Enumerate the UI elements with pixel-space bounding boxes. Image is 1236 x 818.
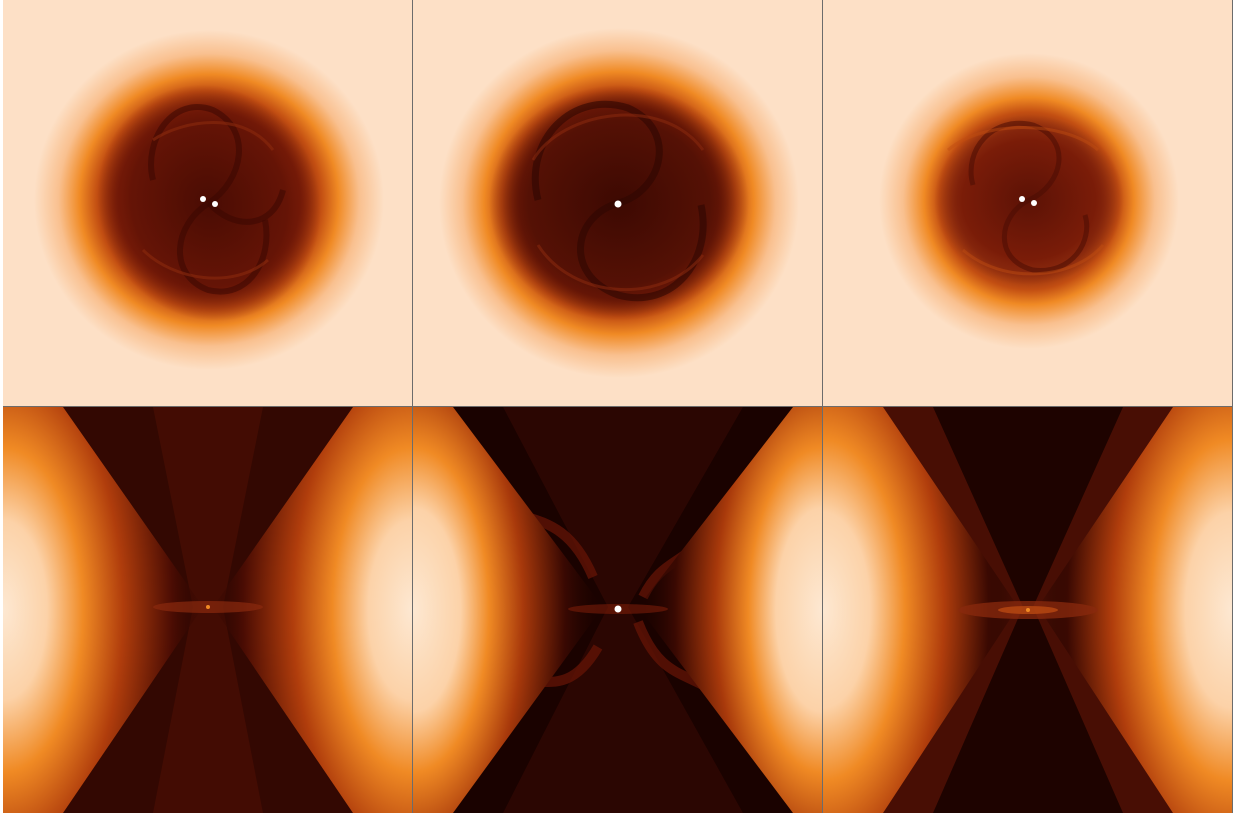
spiral-arms	[148, 104, 286, 295]
right-lobe	[638, 407, 822, 813]
left-lobe	[413, 407, 603, 813]
left-lobe	[823, 407, 1018, 813]
star-marker	[1019, 196, 1025, 202]
panel-edge-on-3	[823, 407, 1232, 813]
left-lobe	[3, 407, 203, 813]
panel-edge-on-2	[413, 407, 822, 813]
spiral-arms	[968, 120, 1090, 273]
face-on-3-image	[823, 0, 1232, 406]
face-on-2-image	[413, 0, 822, 406]
face-on-1-image	[3, 0, 412, 406]
star-marker	[614, 605, 622, 613]
frame-bottom	[0, 813, 1236, 818]
panel-face-on-1	[3, 0, 412, 406]
star-marker	[212, 201, 218, 207]
right-lobe	[1038, 407, 1232, 813]
edge-on-2-image	[413, 407, 822, 813]
frame-right	[1233, 0, 1236, 818]
star-marker	[614, 200, 622, 208]
panel-face-on-3	[823, 0, 1232, 406]
right-lobe	[213, 407, 412, 813]
frame-left	[0, 0, 3, 818]
panel-face-on-2	[413, 0, 822, 406]
edge-on-3-image	[823, 407, 1232, 813]
star-marker	[200, 196, 206, 202]
edge-on-1-image	[3, 407, 412, 813]
star-marker	[1031, 200, 1037, 206]
panel-edge-on-1	[3, 407, 412, 813]
